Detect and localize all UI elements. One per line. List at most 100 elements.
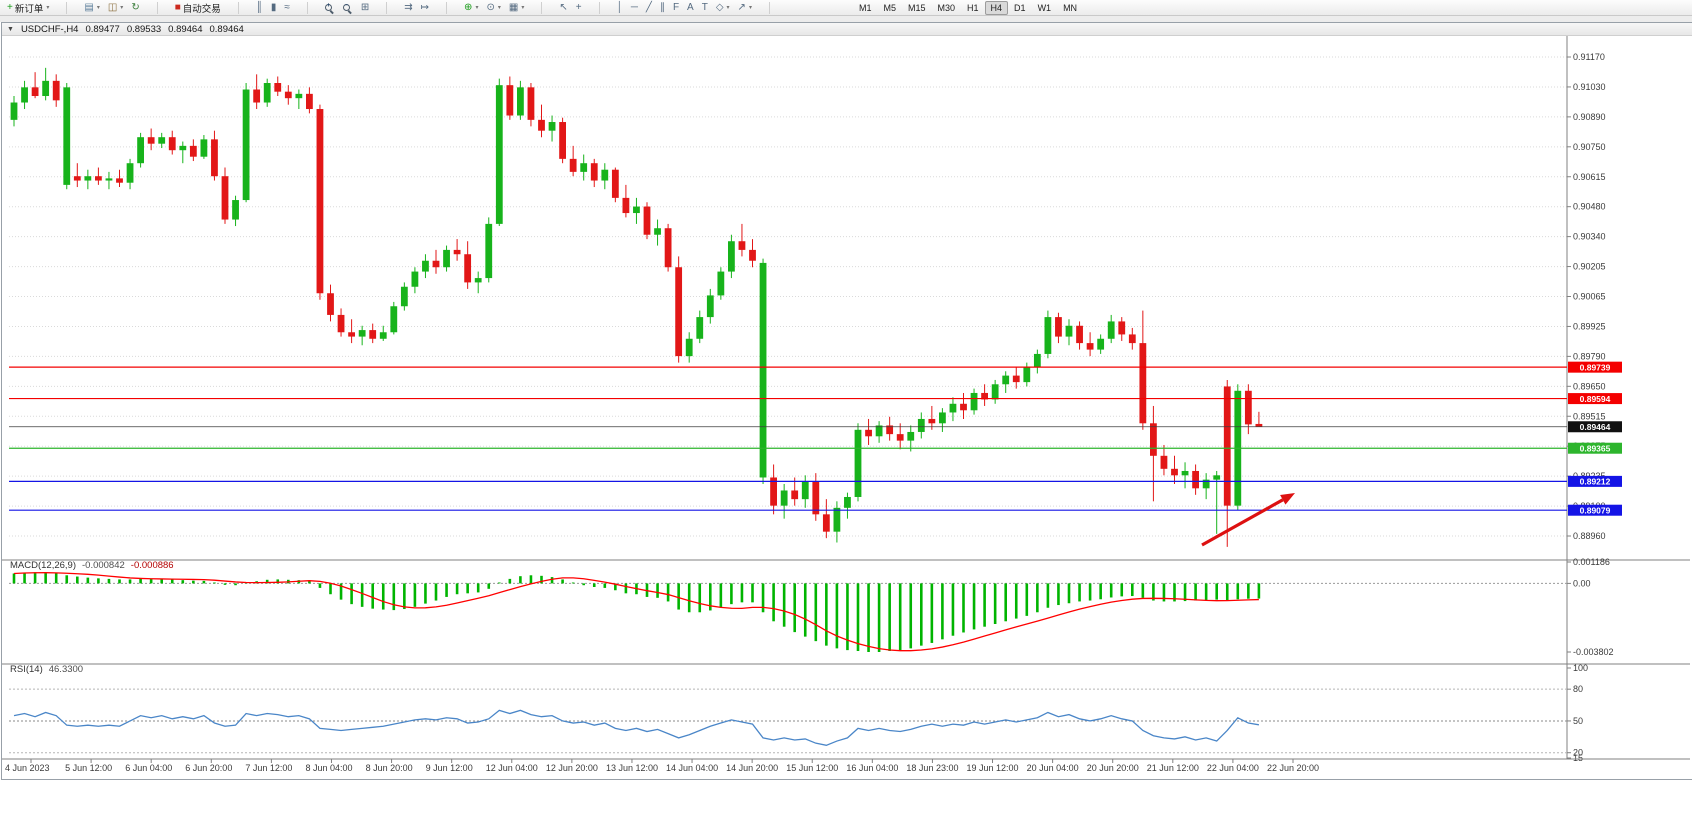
charts-button[interactable]: ▤ ▾ — [80, 1, 103, 15]
autotrading-button-label: 自动交易 — [182, 3, 221, 15]
svg-text:0.89925: 0.89925 — [1573, 321, 1606, 331]
auto-scroll-button[interactable]: ⇉ — [400, 1, 416, 15]
line-chart-button[interactable]: ≈ — [280, 1, 294, 15]
cursor-button[interactable]: ↖ — [555, 1, 571, 15]
svg-text:20 Jun 04:00: 20 Jun 04:00 — [1027, 763, 1079, 773]
new-order-button[interactable]: + 新订单 ▾ — [3, 1, 53, 15]
tile-windows-icon: ⊞ — [360, 1, 370, 13]
ohlc-close: 0.89464 — [209, 23, 244, 35]
svg-text:21 Jun 12:00: 21 Jun 12:00 — [1147, 763, 1199, 773]
macd-histogram — [12, 572, 1261, 652]
arrow-icon: ↗ — [737, 1, 746, 13]
timeframe-m15-button[interactable]: M15 — [902, 1, 932, 15]
svg-text:9 Jun 12:00: 9 Jun 12:00 — [426, 763, 473, 773]
rsi-name: RSI(14) — [10, 664, 43, 675]
toolbar-separator — [768, 1, 770, 14]
profiles-icon: ◫ — [107, 1, 118, 13]
fibonacci-button[interactable]: F — [669, 1, 683, 15]
zoom-in-icon: + — [324, 2, 335, 13]
svg-text:0.89212: 0.89212 — [1580, 477, 1611, 487]
refresh-button[interactable]: ↻ — [127, 1, 143, 15]
bar-chart-button[interactable]: ║ — [252, 1, 267, 15]
label-button[interactable]: T — [698, 1, 712, 15]
macd-main-value: -0.000842 — [82, 560, 125, 571]
main-toolbar: + 新订单 ▾ ▤ ▾ ◫ ▾ ↻ ■ 自动交易 ║ ▮ ≈ + − ⊞ ⇉ ↦ ⊕ ▾ ⊙ ▾ ▦ ▾ ↖ + │ ─ ╱ ∥ F A T ◇ ▾… — [0, 0, 1692, 16]
window-menu-icon[interactable]: ▼ — [7, 25, 14, 33]
crosshair-button[interactable]: + — [572, 1, 586, 15]
indicators-button[interactable]: ⊕ ▾ — [460, 1, 482, 15]
macd-scale[interactable]: 0.001186 0.00 -0.003802 — [1567, 557, 1614, 657]
chart-shift-button[interactable]: ↦ — [417, 1, 433, 15]
svg-text:14 Jun 04:00: 14 Jun 04:00 — [666, 763, 718, 773]
timeframe-h4-button[interactable]: H4 — [984, 0, 1009, 15]
timeframe-m5-button[interactable]: M5 — [877, 1, 902, 15]
timeframe-d1-button[interactable]: D1 — [1008, 1, 1032, 15]
new-order-icon: + — [7, 1, 13, 13]
timeframe-group: M1 M5 M15 M30 H1 H4 D1 W1 MN — [853, 0, 1083, 15]
svg-text:0.89650: 0.89650 — [1573, 381, 1606, 391]
zoom-out-button[interactable]: − — [339, 1, 357, 15]
templates-button[interactable]: ▦ ▾ — [505, 1, 528, 15]
svg-text:0.90750: 0.90750 — [1573, 142, 1606, 152]
channel-button[interactable]: ∥ — [656, 1, 669, 15]
svg-text:0.90340: 0.90340 — [1573, 232, 1606, 242]
candlestick-chart-button[interactable]: ▮ — [267, 1, 281, 15]
indicators-plus-icon: ⊕ — [464, 1, 473, 13]
timeframe-m30-button[interactable]: M30 — [932, 1, 962, 15]
horizontal-line-icon: ─ — [630, 1, 638, 13]
svg-text:6 Jun 04:00: 6 Jun 04:00 — [125, 763, 172, 773]
periods-button[interactable]: ⊙ ▾ — [482, 1, 504, 15]
zoom-in-button[interactable]: + — [321, 1, 339, 15]
macd-signal-value: -0.000886 — [130, 560, 174, 571]
horizontal-line-button[interactable]: ─ — [627, 1, 642, 15]
chart-symbol-period: USDCHF-,H4 — [20, 23, 79, 35]
price-badge-0.89464: 0.89464 — [1568, 421, 1622, 433]
timeframe-h1-button[interactable]: H1 — [961, 1, 985, 15]
svg-text:-0.003802: -0.003802 — [1573, 647, 1614, 657]
svg-text:0.88960: 0.88960 — [1573, 531, 1606, 541]
trend-arrow[interactable] — [1201, 493, 1295, 547]
macd-name: MACD(12,26,9) — [10, 560, 76, 571]
svg-text:7 Jun 12:00: 7 Jun 12:00 — [245, 763, 292, 773]
trendline-button[interactable]: ╱ — [642, 1, 656, 15]
label-icon: T — [701, 1, 708, 13]
timeframe-w1-button[interactable]: W1 — [1032, 1, 1058, 15]
shapes-button[interactable]: ◇ ▾ — [712, 1, 734, 15]
svg-text:0.001186: 0.001186 — [1573, 557, 1610, 567]
caret-down-icon: ▾ — [120, 5, 124, 11]
price-badge-0.89739: 0.89739 — [1568, 361, 1622, 373]
svg-text:50: 50 — [1573, 716, 1583, 726]
timeframe-mn-button[interactable]: MN — [1057, 1, 1083, 15]
vertical-line-button[interactable]: │ — [613, 1, 627, 15]
vertical-line-icon: │ — [616, 1, 623, 13]
time-axis[interactable]: 4 Jun 2023 5 Jun 12:00 6 Jun 04:00 6 Jun 20… — [5, 759, 1319, 773]
candlestick-chart-icon: ▮ — [270, 1, 277, 13]
ohlc-readout: 0.89477 0.89533 0.89464 0.89464 — [85, 24, 243, 35]
fibonacci-icon: F — [672, 1, 680, 13]
text-button[interactable]: A — [683, 1, 698, 15]
bar-chart-icon: ║ — [255, 1, 263, 13]
ohlc-high: 0.89533 — [126, 23, 162, 35]
svg-text:0.90480: 0.90480 — [1573, 202, 1606, 212]
new-order-button-label: 新订单 — [14, 3, 44, 15]
svg-text:15 Jun 12:00: 15 Jun 12:00 — [786, 763, 838, 773]
arrows-button[interactable]: ↗ ▾ — [734, 1, 756, 15]
chart-canvas[interactable]: 0.91170 0.91030 0.90890 0.90750 0.90615 0.904… — [2, 36, 1690, 780]
svg-text:14 Jun 20:00: 14 Jun 20:00 — [726, 763, 778, 773]
chart-shift-icon: ↦ — [420, 1, 430, 13]
svg-text:0.89365: 0.89365 — [1580, 443, 1611, 453]
profiles-button[interactable]: ◫ ▾ — [104, 1, 127, 15]
svg-text:0.89079: 0.89079 — [1580, 505, 1611, 515]
caret-down-icon: ▾ — [748, 5, 752, 11]
autotrading-button[interactable]: ■ 自动交易 — [171, 1, 225, 15]
svg-text:0.89739: 0.89739 — [1580, 362, 1611, 372]
svg-text:5 Jun 12:00: 5 Jun 12:00 — [65, 763, 112, 773]
timeframe-m1-button[interactable]: M1 — [853, 1, 878, 15]
rsi-indicator-label: RSI(14) 46.3300 — [10, 664, 83, 675]
tile-windows-button[interactable]: ⊞ — [357, 1, 373, 15]
svg-text:0.89515: 0.89515 — [1573, 411, 1606, 421]
price-badge-0.89079: 0.89079 — [1568, 504, 1622, 516]
svg-text:0.90615: 0.90615 — [1573, 172, 1606, 182]
toolbar-separator — [446, 1, 448, 14]
